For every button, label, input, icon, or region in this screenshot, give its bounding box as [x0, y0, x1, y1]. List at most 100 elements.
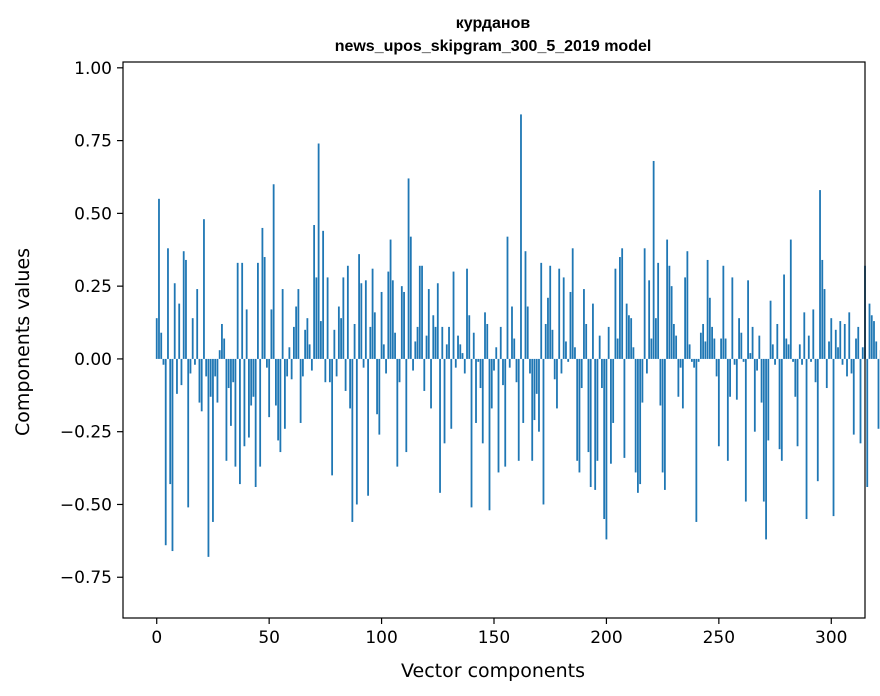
bar	[196, 289, 199, 359]
bar	[396, 358, 399, 467]
bar	[515, 358, 518, 383]
bar	[335, 358, 338, 377]
bar	[654, 318, 657, 359]
bar	[587, 358, 590, 453]
bar	[158, 198, 160, 359]
x-tick-label: 100	[365, 628, 397, 648]
bar	[639, 358, 642, 485]
bar	[448, 326, 450, 359]
bar	[281, 289, 284, 359]
bar	[290, 358, 293, 380]
bar	[203, 219, 205, 359]
bar	[792, 358, 794, 362]
bar	[358, 254, 360, 359]
bar	[475, 358, 477, 423]
bar	[394, 332, 396, 359]
bar	[675, 335, 678, 359]
y-axis-label: Components values	[12, 248, 34, 436]
bar	[758, 335, 761, 359]
bar	[621, 248, 624, 359]
bar	[614, 268, 617, 359]
bar	[583, 289, 585, 359]
bar	[819, 190, 821, 359]
bar	[774, 358, 776, 365]
bar	[380, 291, 383, 359]
bar	[634, 358, 637, 473]
bar	[681, 358, 684, 409]
bar	[185, 259, 187, 359]
bar	[715, 358, 718, 377]
bar	[668, 265, 671, 359]
bar	[697, 358, 700, 362]
bar	[760, 358, 763, 403]
bar	[544, 323, 547, 359]
bar	[403, 291, 405, 359]
bar	[205, 358, 208, 377]
bar	[506, 236, 509, 359]
bar	[398, 358, 401, 383]
bar	[751, 326, 754, 359]
y-axis: −0.75 −0.50 −0.25 0.00 0.25 0.50 0.75 1.00	[60, 59, 123, 588]
bar	[295, 306, 298, 359]
bar	[409, 236, 412, 359]
bar	[441, 326, 444, 359]
bar	[457, 335, 459, 359]
bar	[351, 358, 354, 522]
bar	[493, 358, 495, 371]
bar	[223, 338, 226, 359]
bar	[488, 358, 491, 511]
bar	[529, 358, 531, 374]
bar	[308, 344, 311, 359]
bar	[191, 318, 194, 359]
bar	[322, 230, 325, 359]
bar	[850, 358, 853, 374]
bar	[292, 326, 295, 359]
bar	[198, 358, 201, 403]
bar	[625, 303, 628, 359]
bar	[547, 297, 549, 359]
bar	[176, 358, 178, 394]
bar	[378, 358, 381, 435]
bar	[538, 358, 540, 432]
y-tick-label: 0.25	[74, 277, 112, 297]
bar	[288, 347, 291, 359]
bar	[418, 265, 421, 359]
bar	[225, 358, 228, 461]
bar	[236, 262, 239, 359]
bar	[257, 262, 259, 359]
bar	[162, 358, 165, 365]
bar	[619, 257, 621, 359]
bar	[733, 358, 736, 365]
bar	[592, 303, 594, 359]
bar	[263, 257, 266, 359]
x-axis-label: Vector components	[401, 660, 585, 682]
bar	[776, 323, 779, 359]
bar	[362, 358, 365, 368]
bar	[297, 289, 300, 359]
bar	[875, 341, 878, 359]
bar	[405, 358, 408, 453]
bar	[495, 347, 498, 359]
bar	[843, 323, 846, 359]
bar	[735, 358, 738, 400]
bar	[490, 358, 493, 409]
bar	[742, 358, 745, 362]
bar	[855, 338, 857, 359]
bar	[353, 323, 356, 359]
bar	[216, 358, 219, 403]
bar	[623, 358, 626, 458]
bar	[612, 358, 615, 423]
bar	[789, 239, 792, 359]
bar	[266, 358, 268, 368]
bar	[160, 332, 163, 359]
x-tick-label: 250	[703, 628, 735, 648]
bar-series	[155, 114, 880, 557]
bar	[164, 358, 167, 546]
bar	[369, 326, 372, 359]
bar	[261, 227, 264, 359]
bar	[522, 358, 525, 423]
bar	[324, 358, 327, 383]
bar	[677, 358, 680, 397]
bar	[771, 344, 774, 359]
